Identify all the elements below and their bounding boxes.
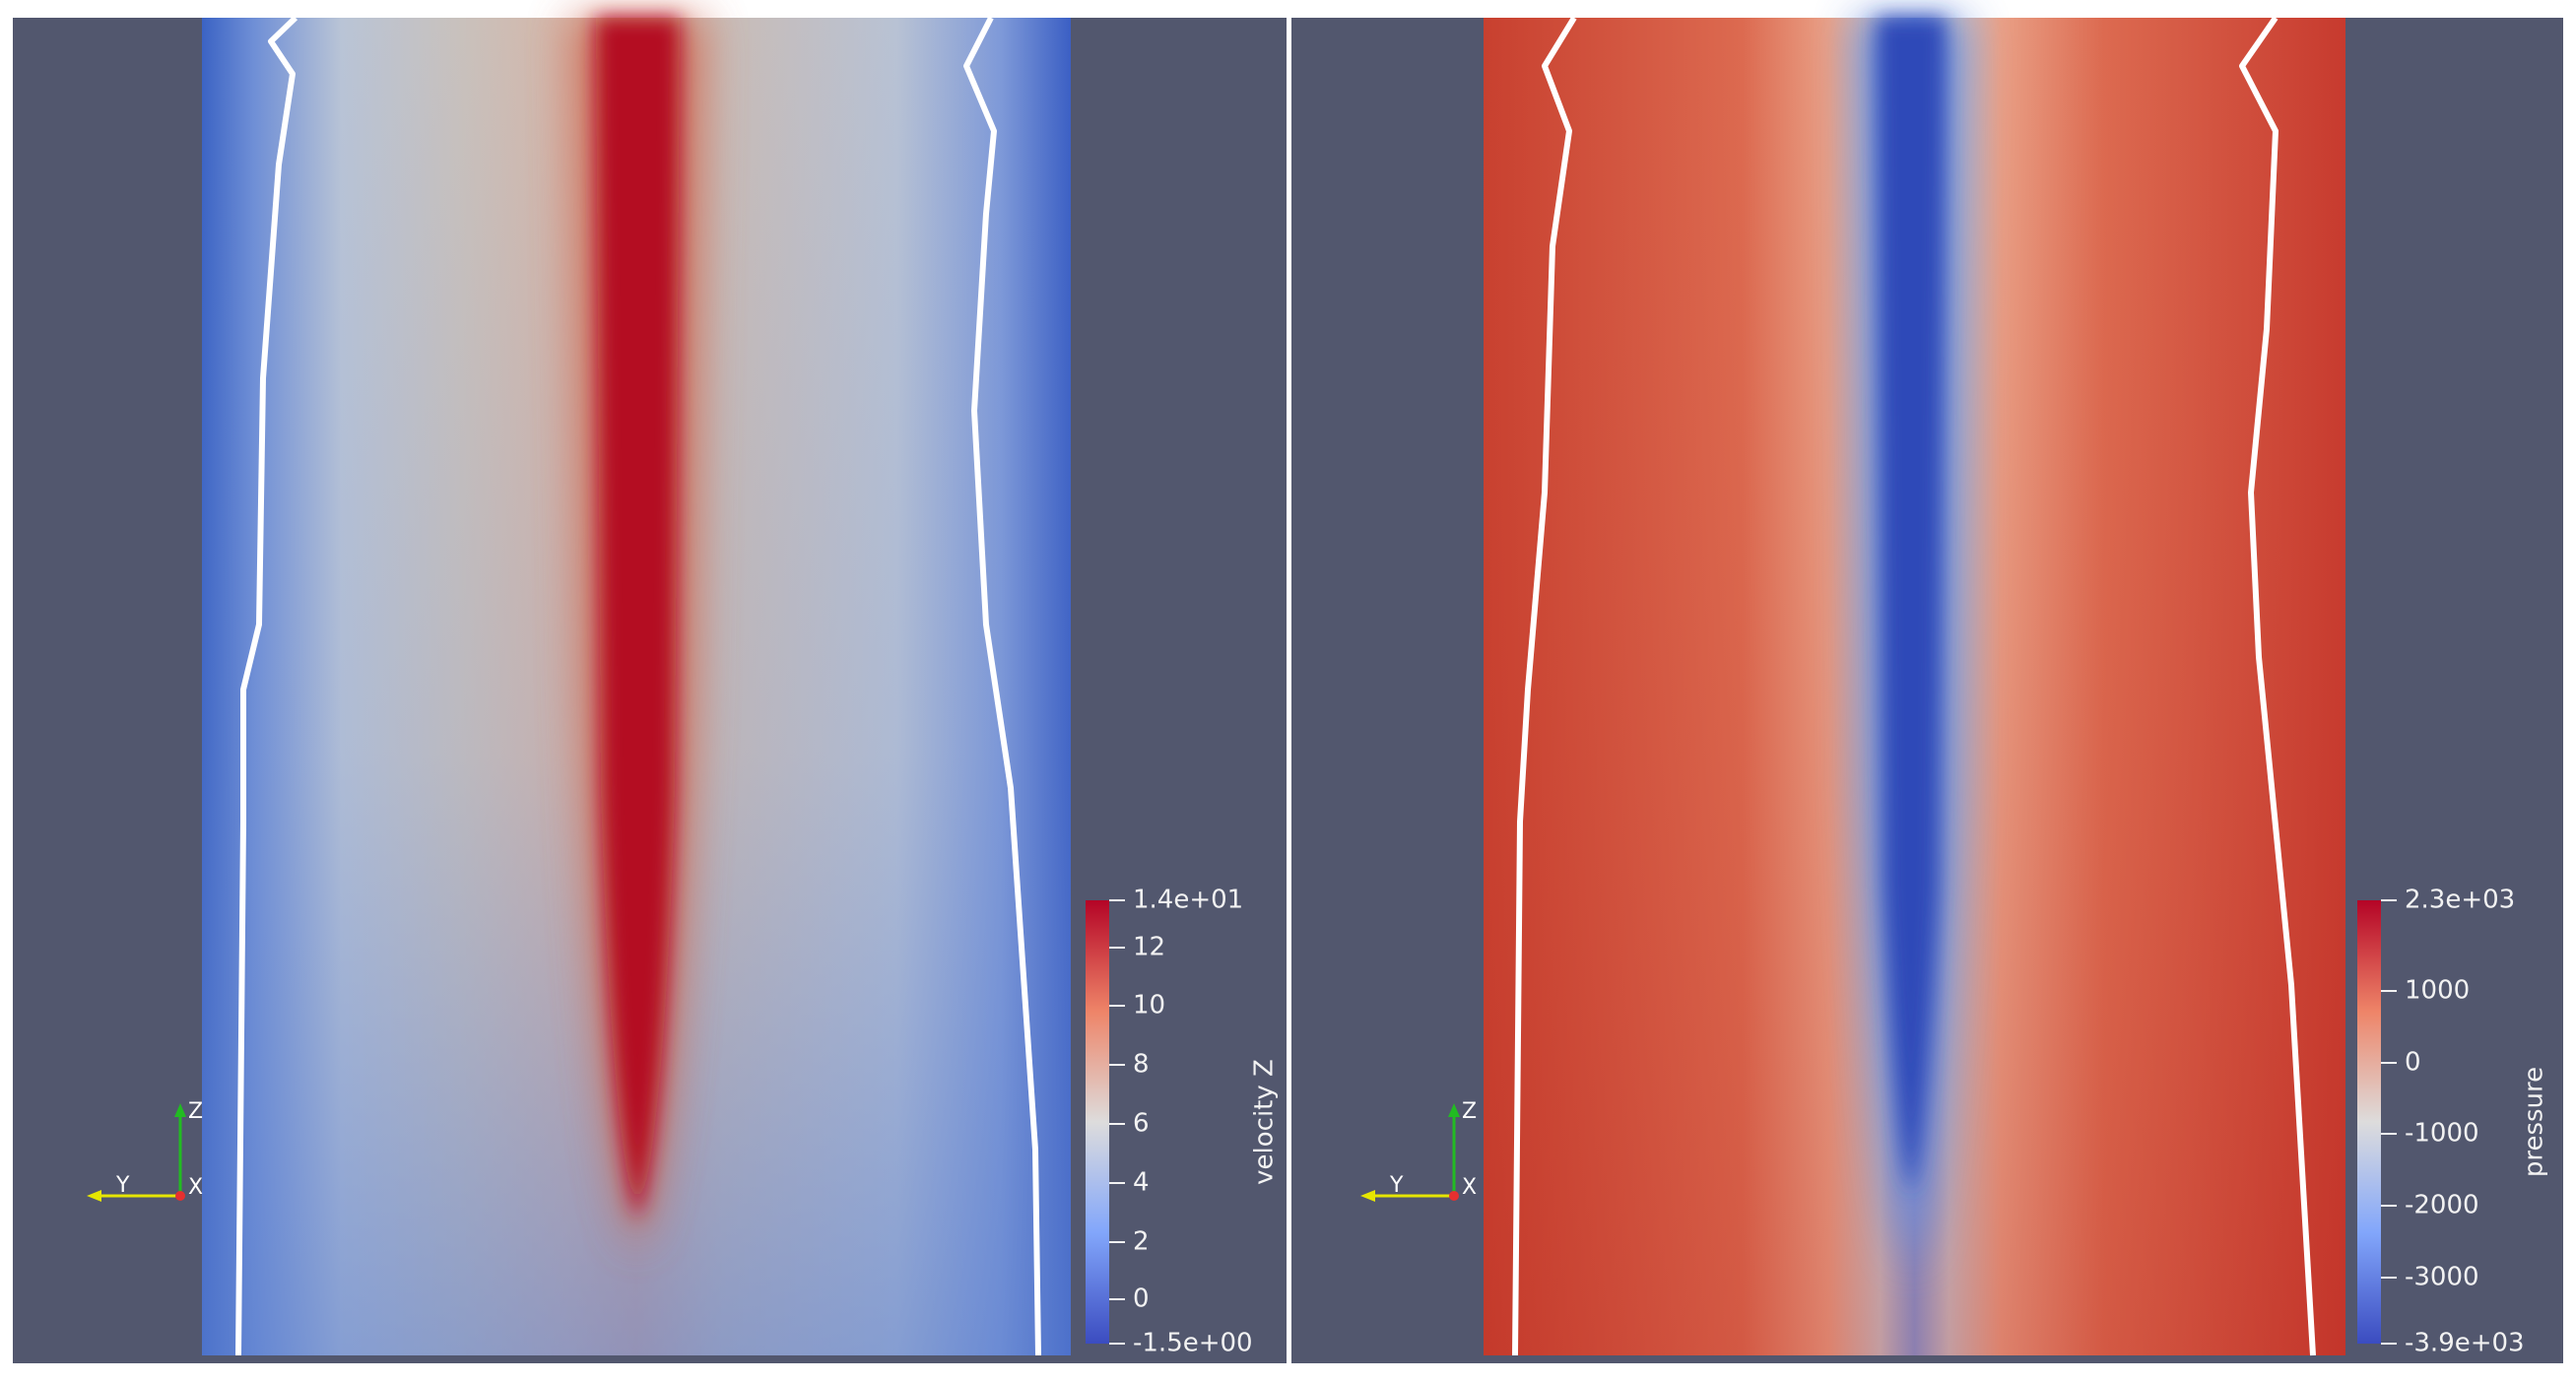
axis-label: Y (1389, 1173, 1404, 1198)
axis-z-arrow (1448, 1103, 1460, 1117)
colorbar-label: 10 (1133, 991, 1165, 1021)
axis-y-arrow (87, 1190, 101, 1202)
colorbar-title: velocity Z (1250, 1059, 1280, 1185)
axis-label: X (1462, 1175, 1477, 1200)
axis-x (175, 1191, 185, 1201)
separator (1288, 18, 1290, 1363)
colorbar-label: 0 (2405, 1048, 2421, 1078)
axis-label: Y (115, 1173, 130, 1198)
colorbar-label: -3000 (2405, 1263, 2479, 1292)
colorbar-label: -2000 (2405, 1191, 2479, 1220)
colorbar-label: 4 (1133, 1168, 1150, 1198)
pressure-field (1484, 18, 2345, 1355)
axis-y-arrow (1360, 1190, 1375, 1202)
axis-label: X (188, 1175, 203, 1200)
colorbar (1086, 900, 1109, 1344)
axis-z-arrow (174, 1103, 186, 1117)
colorbar-title: pressure (2520, 1067, 2549, 1177)
colorbar-label: -3.9e+03 (2405, 1329, 2525, 1358)
colorbar-label: 1.4e+01 (1133, 886, 1243, 915)
colorbar-label: 1000 (2405, 976, 2470, 1006)
axis-x (1449, 1191, 1459, 1201)
colorbar-label: 0 (1133, 1284, 1150, 1314)
velocity-field (202, 18, 1071, 1355)
colorbar-label: 2.3e+03 (2405, 886, 2515, 915)
overlay: 1.4e+01 12 10 8 6 4 2 0 -1.5e+00 velocity Z Z Y X 2.3… (87, 886, 2549, 1358)
colorbar (2357, 900, 2381, 1344)
colorbar-label: -1000 (2405, 1119, 2479, 1149)
colorbar-label: -1.5e+00 (1133, 1329, 1253, 1358)
colorbar-label: 6 (1133, 1109, 1150, 1139)
axis-label: Z (1462, 1099, 1477, 1124)
axis-label: Z (188, 1099, 203, 1124)
colorbar-label: 2 (1133, 1227, 1150, 1257)
contour (235, 15, 2316, 1356)
colorbar-label: 12 (1133, 933, 1165, 962)
colorbar-label: 8 (1133, 1050, 1150, 1080)
